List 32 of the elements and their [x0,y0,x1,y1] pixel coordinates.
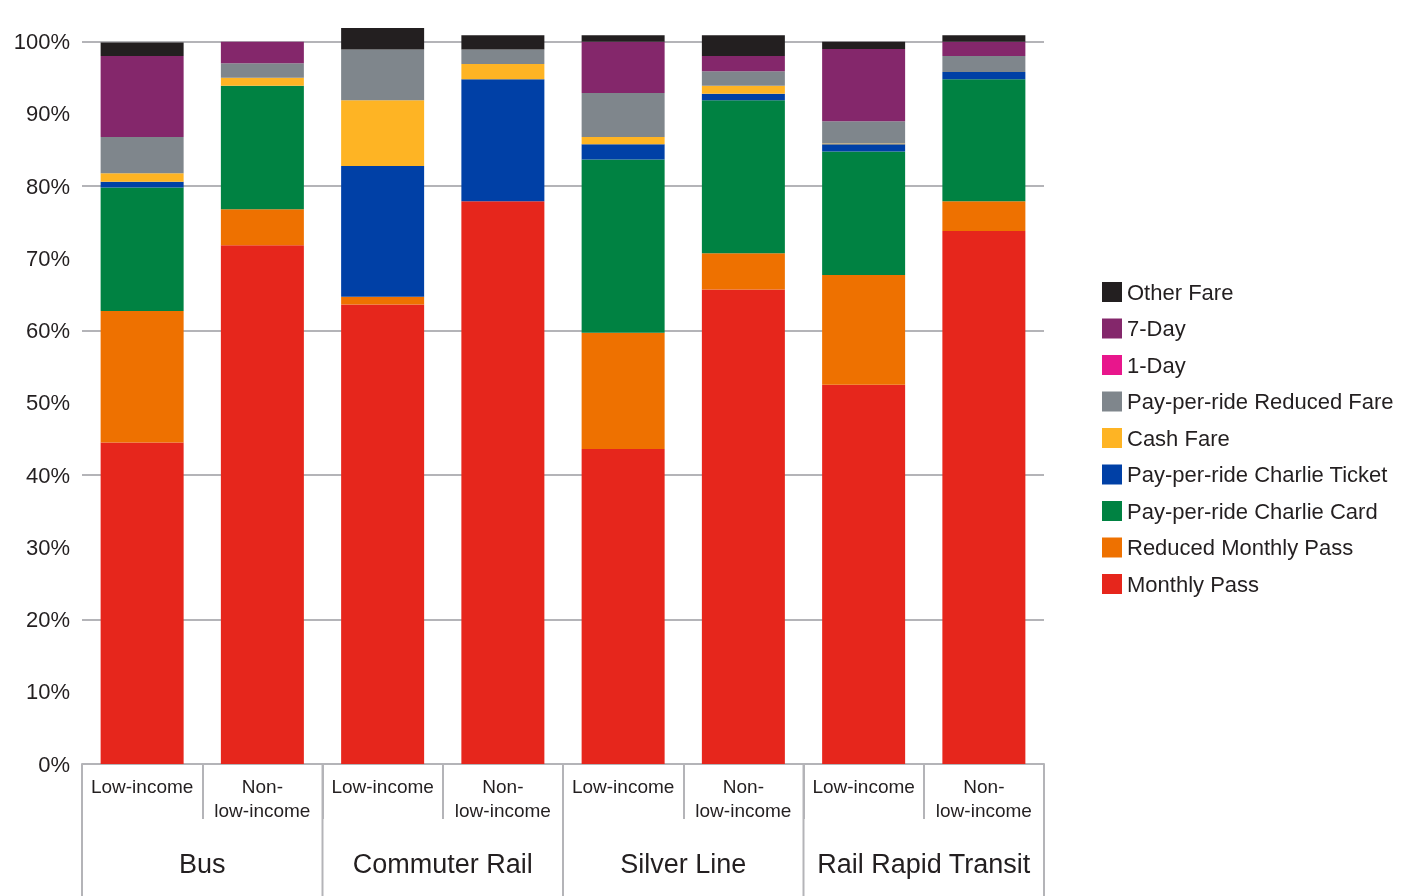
legend-label: 1-Day [1127,352,1186,378]
legend-label: Monthly Pass [1127,571,1260,597]
legend-label: Pay-per-ride Charlie Card [1127,498,1378,524]
text: Rail Rapid Transit [817,849,1031,879]
x-tick-label: Non- low-income [214,775,311,821]
legend-label: Other Fare [1127,279,1234,305]
x-tick-label: Non- low-income [935,775,1032,821]
legend-label: Pay-per-ride Charlie Ticket [1127,462,1388,487]
y-tick-label: 30% [25,534,70,560]
x-tick-label: Non- low-income [454,775,551,821]
x-tick-label: Low-income [90,775,194,797]
x-tick-label: Low-income [331,775,434,797]
y-tick-label: 0% [38,751,70,777]
y-tick-label: 40% [25,462,70,488]
text: Commuter Rail [352,849,533,879]
y-tick-label: 70% [25,245,70,271]
text: Bus [178,849,226,879]
legend-label: Pay-per-ride Reduced Fare [1127,389,1394,414]
y-tick-label: 60% [25,318,70,344]
legend-label: Cash Fare [1127,425,1230,451]
y-tick-label: 90% [25,101,70,127]
legend-label: Reduced Monthly Pass [1127,535,1354,560]
text: Silver Line [620,849,747,879]
x-tick-label: Low-income [812,775,915,797]
y-tick-label: 80% [25,173,70,199]
x-tick-label: Non- low-income [695,775,792,821]
x-tick-label: Low-income [571,775,675,797]
y-tick-label: 20% [25,607,70,633]
y-tick-label: 50% [25,390,70,416]
y-tick-label: 10% [25,679,70,705]
y-tick-label: 100% [13,29,70,55]
legend-label: 7-Day [1127,316,1186,341]
